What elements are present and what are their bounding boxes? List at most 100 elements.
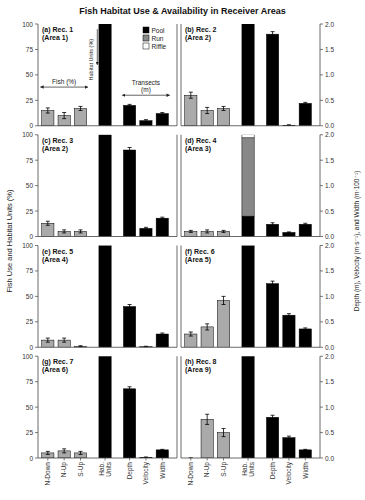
y2-axis-line <box>177 24 178 126</box>
panel-title: (Area 1) <box>42 34 68 42</box>
error-cap <box>303 104 307 105</box>
y2-tick <box>320 125 323 126</box>
panel: 0255075100(c) Rec. 3(Area 2) <box>22 131 177 240</box>
error-cap <box>205 107 209 108</box>
panel-title: (f) Rec. 6 <box>185 248 215 256</box>
bar <box>266 284 278 348</box>
error-cap <box>222 436 226 437</box>
error-cap <box>271 281 275 282</box>
error-cap <box>160 217 164 218</box>
bar <box>99 356 111 357</box>
x-axis-line <box>181 125 320 126</box>
y-tick-label: 100 <box>22 131 33 138</box>
panel-title: (Area 2) <box>185 34 211 42</box>
y-tick-label: 75 <box>26 267 34 274</box>
x-tick <box>288 458 289 461</box>
error-cap <box>303 225 307 226</box>
error-bar <box>79 346 83 347</box>
annotation-text: (m) <box>141 86 151 94</box>
x-tick <box>305 458 306 461</box>
panel: 0.00.51.01.52.0(f) Rec. 6(Area 5) <box>181 242 334 351</box>
error-line <box>64 338 65 342</box>
error-cap <box>46 225 50 226</box>
error-cap <box>46 342 50 343</box>
annotation-arrow <box>97 29 98 65</box>
error-line <box>272 223 273 226</box>
panel-title: (b) Rec. 2 <box>185 26 217 34</box>
panel: 0255075100(e) Rec. 5(Area 4) <box>22 242 177 351</box>
y2-tick-label: 2.0 <box>325 242 334 249</box>
error-cap <box>222 304 226 305</box>
bar <box>242 356 254 357</box>
error-cap <box>205 329 209 330</box>
error-line <box>80 106 81 110</box>
error-cap <box>205 232 209 233</box>
y-tick-label: 0 <box>29 344 33 351</box>
x-tick-label-line: Hab. <box>241 462 248 476</box>
y2-tick-label: 0.5 <box>325 97 334 104</box>
y2-tick-label: 0.0 <box>325 344 334 351</box>
error-bar <box>144 227 148 229</box>
y2-tick-label: 0.5 <box>325 429 334 436</box>
error-line <box>190 92 191 98</box>
panel: 0.00.51.01.52.0N-DownN-UpS-UpHab.UnitsDe… <box>181 353 334 486</box>
bar <box>99 135 111 136</box>
x-tick-label-line: Velocity <box>285 461 293 484</box>
error-cap <box>222 232 226 233</box>
error-cap <box>222 106 226 107</box>
y2-tick-label: 1.0 <box>325 293 334 300</box>
x-tick-label: N-Up <box>60 462 68 478</box>
y-tick <box>35 236 38 237</box>
y-tick-label: 25 <box>26 97 34 104</box>
error-bar <box>62 449 66 453</box>
error-cap <box>128 104 132 105</box>
error-cap <box>303 223 307 224</box>
y2-tick <box>320 160 323 161</box>
error-cap <box>271 222 275 223</box>
y2-tick <box>320 296 323 297</box>
error-cap <box>128 147 132 148</box>
x-axis-line <box>38 236 177 237</box>
error-bar <box>128 305 132 309</box>
y2-tick-label: 0.0 <box>325 233 334 240</box>
error-bar <box>160 217 164 219</box>
annotation-text: Habitat Units (%) <box>88 39 94 81</box>
y-tick-label: 0 <box>29 455 33 462</box>
error-line <box>272 32 273 37</box>
x-tick-label: S-Up <box>220 462 228 477</box>
error-bar <box>271 32 275 37</box>
panel-title: (Area 6) <box>42 366 68 374</box>
error-bar <box>222 428 226 436</box>
panel-title: (h) Rec. 8 <box>185 358 217 366</box>
y-axis-line <box>181 246 182 348</box>
bar <box>217 433 229 458</box>
error-bar <box>46 108 50 113</box>
legend-swatch <box>143 43 149 49</box>
error-line <box>47 451 48 454</box>
marks <box>185 24 312 126</box>
error-cap <box>46 113 50 114</box>
bar <box>242 24 254 126</box>
error-bar <box>222 296 226 304</box>
y2-tick-label: 2.0 <box>325 353 334 360</box>
error-cap <box>62 452 66 453</box>
error-line <box>223 106 224 110</box>
bar <box>156 218 168 236</box>
y2-tick <box>320 236 323 237</box>
y2-tick <box>320 24 323 25</box>
panel: 0.00.51.01.52.0(b) Rec. 2(Area 2) <box>181 21 334 130</box>
error-line <box>207 414 208 424</box>
y2-tick <box>320 211 323 212</box>
y2-tick-label: 1.5 <box>325 157 334 164</box>
error-cap <box>62 338 66 339</box>
panel: 0255075100(a) Rec. 1(Area 1)PoolRunRiffl… <box>22 21 177 130</box>
x-tick <box>162 458 163 461</box>
x-tick-label-line: N-Down <box>44 462 51 486</box>
bar <box>42 223 54 236</box>
x-tick <box>129 458 130 461</box>
x-tick <box>64 458 65 461</box>
error-line <box>47 221 48 225</box>
annotation: Habitat Units (%) <box>88 29 97 80</box>
error-bar <box>46 451 50 454</box>
error-bar <box>205 414 209 424</box>
